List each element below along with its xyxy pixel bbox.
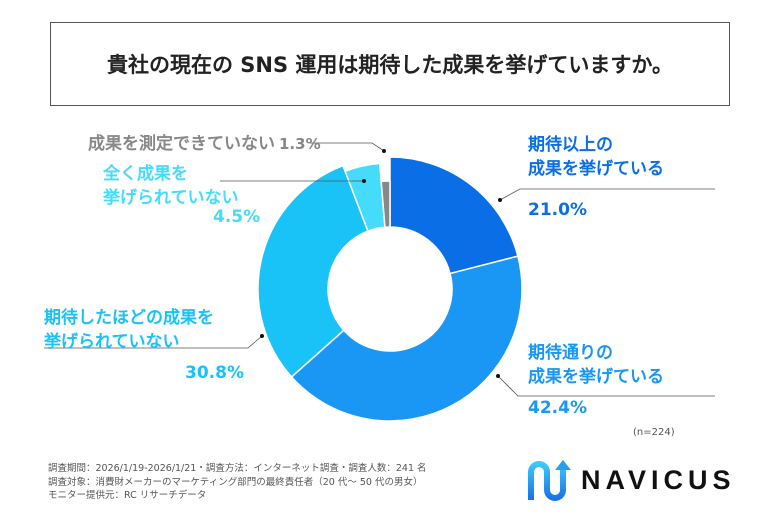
label-below-expected: 期待したほどの成果を 挙げられていない [44, 306, 214, 354]
label-line: 期待以上の [528, 135, 613, 155]
leader-not-measured [310, 142, 385, 152]
value-label-as-expected: 42.4% [528, 398, 587, 418]
label-as-expected: 期待通りの 成果を挙げている [528, 341, 664, 389]
footer-line: 調査期間：2026/1/19-2026/1/21・調査方法：インターネット調査・… [48, 463, 427, 474]
leader-as-expected [497, 375, 715, 397]
value-label-not-measured: 1.3% [279, 135, 321, 153]
sample-size: (n=224) [633, 427, 675, 438]
leader-below-expected [44, 335, 263, 349]
slice-as-expected [290, 255, 523, 422]
label-not-measured: 成果を測定できていない 1.3% [88, 132, 321, 156]
leader-dot [496, 374, 500, 378]
leader-exceeded [499, 188, 715, 201]
footer-line: モニター提供元：RC リサーチデータ [48, 490, 207, 501]
label-line: 成果を挙げている [528, 159, 664, 179]
label-line: 挙げられていない [103, 188, 239, 208]
slice-not-measured [380, 180, 391, 229]
leader-dot [498, 198, 502, 202]
leader-dot [260, 334, 264, 338]
slice-exceeded [389, 156, 519, 275]
logo-text: NAVICUS [581, 464, 736, 495]
footer-line: 調査対象：消費財メーカーのマーケティング部門の最終責任者（20 代～ 50 代の… [48, 476, 423, 488]
question-title: 貴社の現在の SNS 運用は期待した成果を挙げていますか。 [50, 22, 730, 106]
value-label-exceeded: 21.0% [528, 200, 587, 220]
survey-footer: 調査期間：2026/1/19-2026/1/21・調査方法：インターネット調査・… [48, 462, 427, 503]
slice-below-expected [257, 164, 369, 378]
navicus-logo: NAVICUS [525, 458, 736, 502]
label-line: 成果を挙げている [528, 367, 664, 387]
label-line: 成果を測定できていない [88, 134, 275, 154]
label-exceeded: 期待以上の 成果を挙げている [528, 133, 664, 181]
label-no-results: 全く成果を 挙げられていない [103, 162, 239, 210]
logo-arrow-icon [528, 460, 571, 501]
label-line: 全く成果を [103, 164, 188, 184]
value-label-below-expected: 30.8% [185, 363, 244, 383]
leader-dot [382, 149, 386, 153]
value-label-no-results: 4.5% [213, 207, 261, 227]
label-line: 挙げられていない [44, 332, 180, 352]
label-line: 期待したほどの成果を [44, 308, 214, 328]
leader-dot [362, 179, 366, 183]
label-line: 期待通りの [528, 343, 613, 363]
